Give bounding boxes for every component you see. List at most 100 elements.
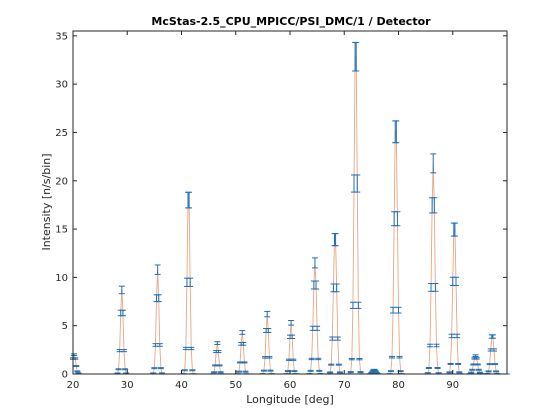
data-point bbox=[291, 370, 298, 373]
data-point bbox=[185, 191, 192, 209]
data-point bbox=[394, 211, 401, 227]
data-point bbox=[447, 362, 454, 365]
data-point bbox=[242, 370, 249, 373]
x-tick-label: 40 bbox=[175, 380, 188, 391]
data-point bbox=[239, 330, 246, 335]
data-point bbox=[187, 277, 194, 287]
y-axis-ticks: 0 5 10 15 20 25 30 35 bbox=[55, 31, 507, 381]
data-point bbox=[395, 306, 402, 314]
data-point bbox=[468, 371, 475, 374]
data-point bbox=[451, 222, 458, 237]
data-point bbox=[391, 211, 398, 227]
x-tick-label: 50 bbox=[229, 380, 242, 391]
data-point bbox=[387, 370, 394, 373]
data-series bbox=[72, 56, 507, 375]
data-point bbox=[215, 350, 222, 354]
x-tick-label: 80 bbox=[392, 380, 405, 391]
data-point bbox=[476, 371, 483, 374]
data-point bbox=[488, 334, 495, 339]
data-point bbox=[211, 371, 218, 374]
data-point bbox=[118, 285, 125, 295]
x-tick-label: 60 bbox=[284, 380, 297, 391]
data-point bbox=[449, 276, 456, 287]
y-tick-label: 35 bbox=[55, 31, 68, 42]
data-point bbox=[264, 310, 271, 318]
data-point bbox=[74, 370, 81, 373]
error-bars bbox=[70, 41, 510, 375]
data-point bbox=[486, 363, 493, 366]
data-point bbox=[73, 365, 80, 368]
data-point bbox=[433, 343, 440, 348]
data-point bbox=[265, 328, 272, 333]
data-point bbox=[334, 336, 341, 341]
data-point bbox=[357, 371, 364, 374]
data-point bbox=[327, 371, 334, 374]
data-point bbox=[347, 371, 354, 374]
data-point bbox=[331, 233, 338, 247]
data-point bbox=[241, 361, 248, 364]
data-point bbox=[348, 357, 355, 361]
data-point bbox=[119, 309, 126, 317]
data-point bbox=[456, 371, 463, 374]
data-point bbox=[388, 355, 395, 359]
data-point bbox=[214, 341, 221, 345]
x-tick-label: 30 bbox=[121, 380, 134, 391]
data-point bbox=[156, 343, 163, 347]
data-point bbox=[183, 277, 190, 287]
x-tick-label: 20 bbox=[67, 380, 80, 391]
data-point bbox=[267, 369, 274, 372]
data-point bbox=[434, 367, 441, 369]
data-point bbox=[426, 343, 433, 348]
data-point bbox=[472, 354, 479, 357]
data-point bbox=[157, 367, 164, 370]
data-point bbox=[336, 371, 343, 374]
data-point bbox=[392, 120, 399, 144]
data-point bbox=[432, 283, 439, 292]
data-point bbox=[428, 283, 435, 292]
data-point bbox=[353, 41, 360, 72]
data-point bbox=[217, 371, 224, 374]
data-point bbox=[154, 264, 161, 275]
y-tick-label: 5 bbox=[62, 321, 68, 332]
data-point bbox=[371, 368, 378, 371]
data-point bbox=[492, 363, 499, 366]
data-point bbox=[475, 368, 482, 371]
data-point bbox=[155, 294, 162, 303]
x-axis-ticks: 20 30 40 50 60 70 80 90 bbox=[67, 31, 459, 391]
data-point bbox=[355, 301, 362, 309]
data-point bbox=[189, 369, 196, 372]
data-point bbox=[473, 357, 480, 360]
data-point bbox=[260, 369, 267, 372]
plot-frame bbox=[72, 30, 508, 375]
data-point bbox=[368, 371, 375, 374]
data-point bbox=[431, 197, 438, 214]
data-point bbox=[430, 153, 437, 174]
data-point bbox=[120, 349, 127, 353]
data-point bbox=[188, 346, 195, 351]
data-point bbox=[454, 333, 461, 339]
data-point bbox=[332, 233, 339, 247]
series-line bbox=[72, 56, 507, 375]
data-point bbox=[216, 364, 223, 367]
data-point bbox=[314, 325, 321, 331]
data-point bbox=[335, 363, 342, 366]
data-point bbox=[330, 283, 337, 293]
y-tick-label: 10 bbox=[55, 273, 68, 284]
data-point bbox=[474, 363, 481, 366]
x-axis-label: Longitude [deg] bbox=[246, 393, 334, 406]
data-point bbox=[313, 280, 320, 290]
data-point bbox=[290, 358, 297, 361]
data-point bbox=[390, 306, 397, 314]
data-point bbox=[308, 357, 315, 361]
y-tick-label: 30 bbox=[55, 80, 68, 91]
data-point bbox=[396, 355, 403, 359]
data-point bbox=[448, 333, 455, 339]
y-axis-label: Intensity [n/s/bin] bbox=[40, 153, 53, 250]
data-point bbox=[288, 319, 295, 326]
x-tick-label: 90 bbox=[446, 380, 459, 391]
data-point bbox=[372, 370, 379, 373]
y-tick-label: 0 bbox=[62, 370, 68, 381]
data-point bbox=[71, 353, 78, 357]
data-point bbox=[453, 276, 460, 287]
data-point bbox=[240, 341, 247, 346]
